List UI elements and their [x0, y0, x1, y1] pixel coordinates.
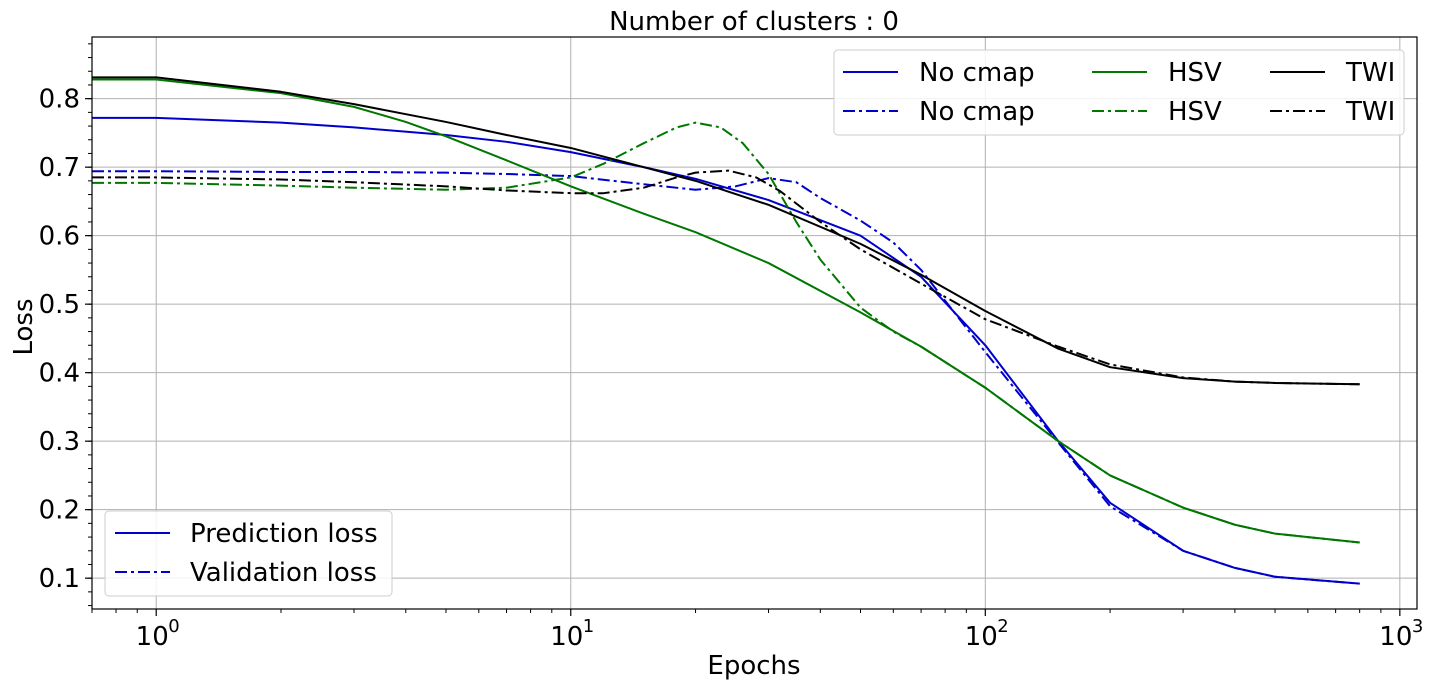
y-tick-label: 0.2 — [39, 496, 80, 526]
x-tick-exponent: 0 — [168, 616, 179, 637]
legend-label: No cmap — [919, 97, 1035, 127]
legend-label: Validation loss — [190, 558, 377, 588]
y-tick-label: 0.5 — [39, 290, 80, 320]
x-tick-exponent: 3 — [1412, 616, 1423, 637]
chart-title: Number of clusters : 0 — [609, 7, 899, 37]
x-tick-label: 10 — [1379, 622, 1412, 652]
y-tick-label: 0.6 — [39, 222, 80, 252]
legend-label: HSV — [1168, 58, 1222, 88]
x-tick-exponent: 1 — [583, 616, 594, 637]
x-axis-label: Epochs — [707, 651, 800, 681]
legend-label: TWI — [1345, 58, 1395, 88]
y-tick-label: 0.3 — [39, 427, 80, 457]
legend-label: Prediction loss — [190, 519, 378, 549]
plot-frame — [91, 36, 1418, 610]
x-axis-ticks: 10 0 10 1 10 2 10 3 — [136, 609, 1423, 652]
y-tick-label: 0.7 — [39, 153, 80, 183]
series-line-2 — [92, 170, 1360, 585]
y-tick-label: 0.8 — [39, 85, 80, 115]
series-line-3 — [92, 78, 1360, 544]
series-lines — [92, 76, 1360, 585]
legend-label: No cmap — [919, 58, 1035, 88]
y-tick-label: 0.1 — [39, 564, 80, 594]
y-axis-ticks: 0.1 0.2 0.3 0.4 0.5 0.6 0.7 0.8 — [39, 85, 92, 594]
legend-bottom-left: Prediction loss Validation loss — [104, 510, 393, 597]
series-line-4 — [92, 121, 1360, 544]
legend-label: TWI — [1345, 97, 1395, 127]
x-tick-label: 10 — [550, 622, 583, 652]
legend-top-right: No cmap No cmap HSV HSV TWI TWI — [833, 49, 1405, 136]
legend-label: HSV — [1168, 97, 1222, 127]
y-axis-label: Loss — [9, 298, 39, 355]
x-tick-label: 10 — [136, 622, 169, 652]
x-tick-exponent: 2 — [997, 616, 1008, 637]
series-line-6 — [92, 169, 1360, 386]
y-tick-label: 0.4 — [39, 359, 80, 389]
x-tick-label: 10 — [965, 622, 998, 652]
